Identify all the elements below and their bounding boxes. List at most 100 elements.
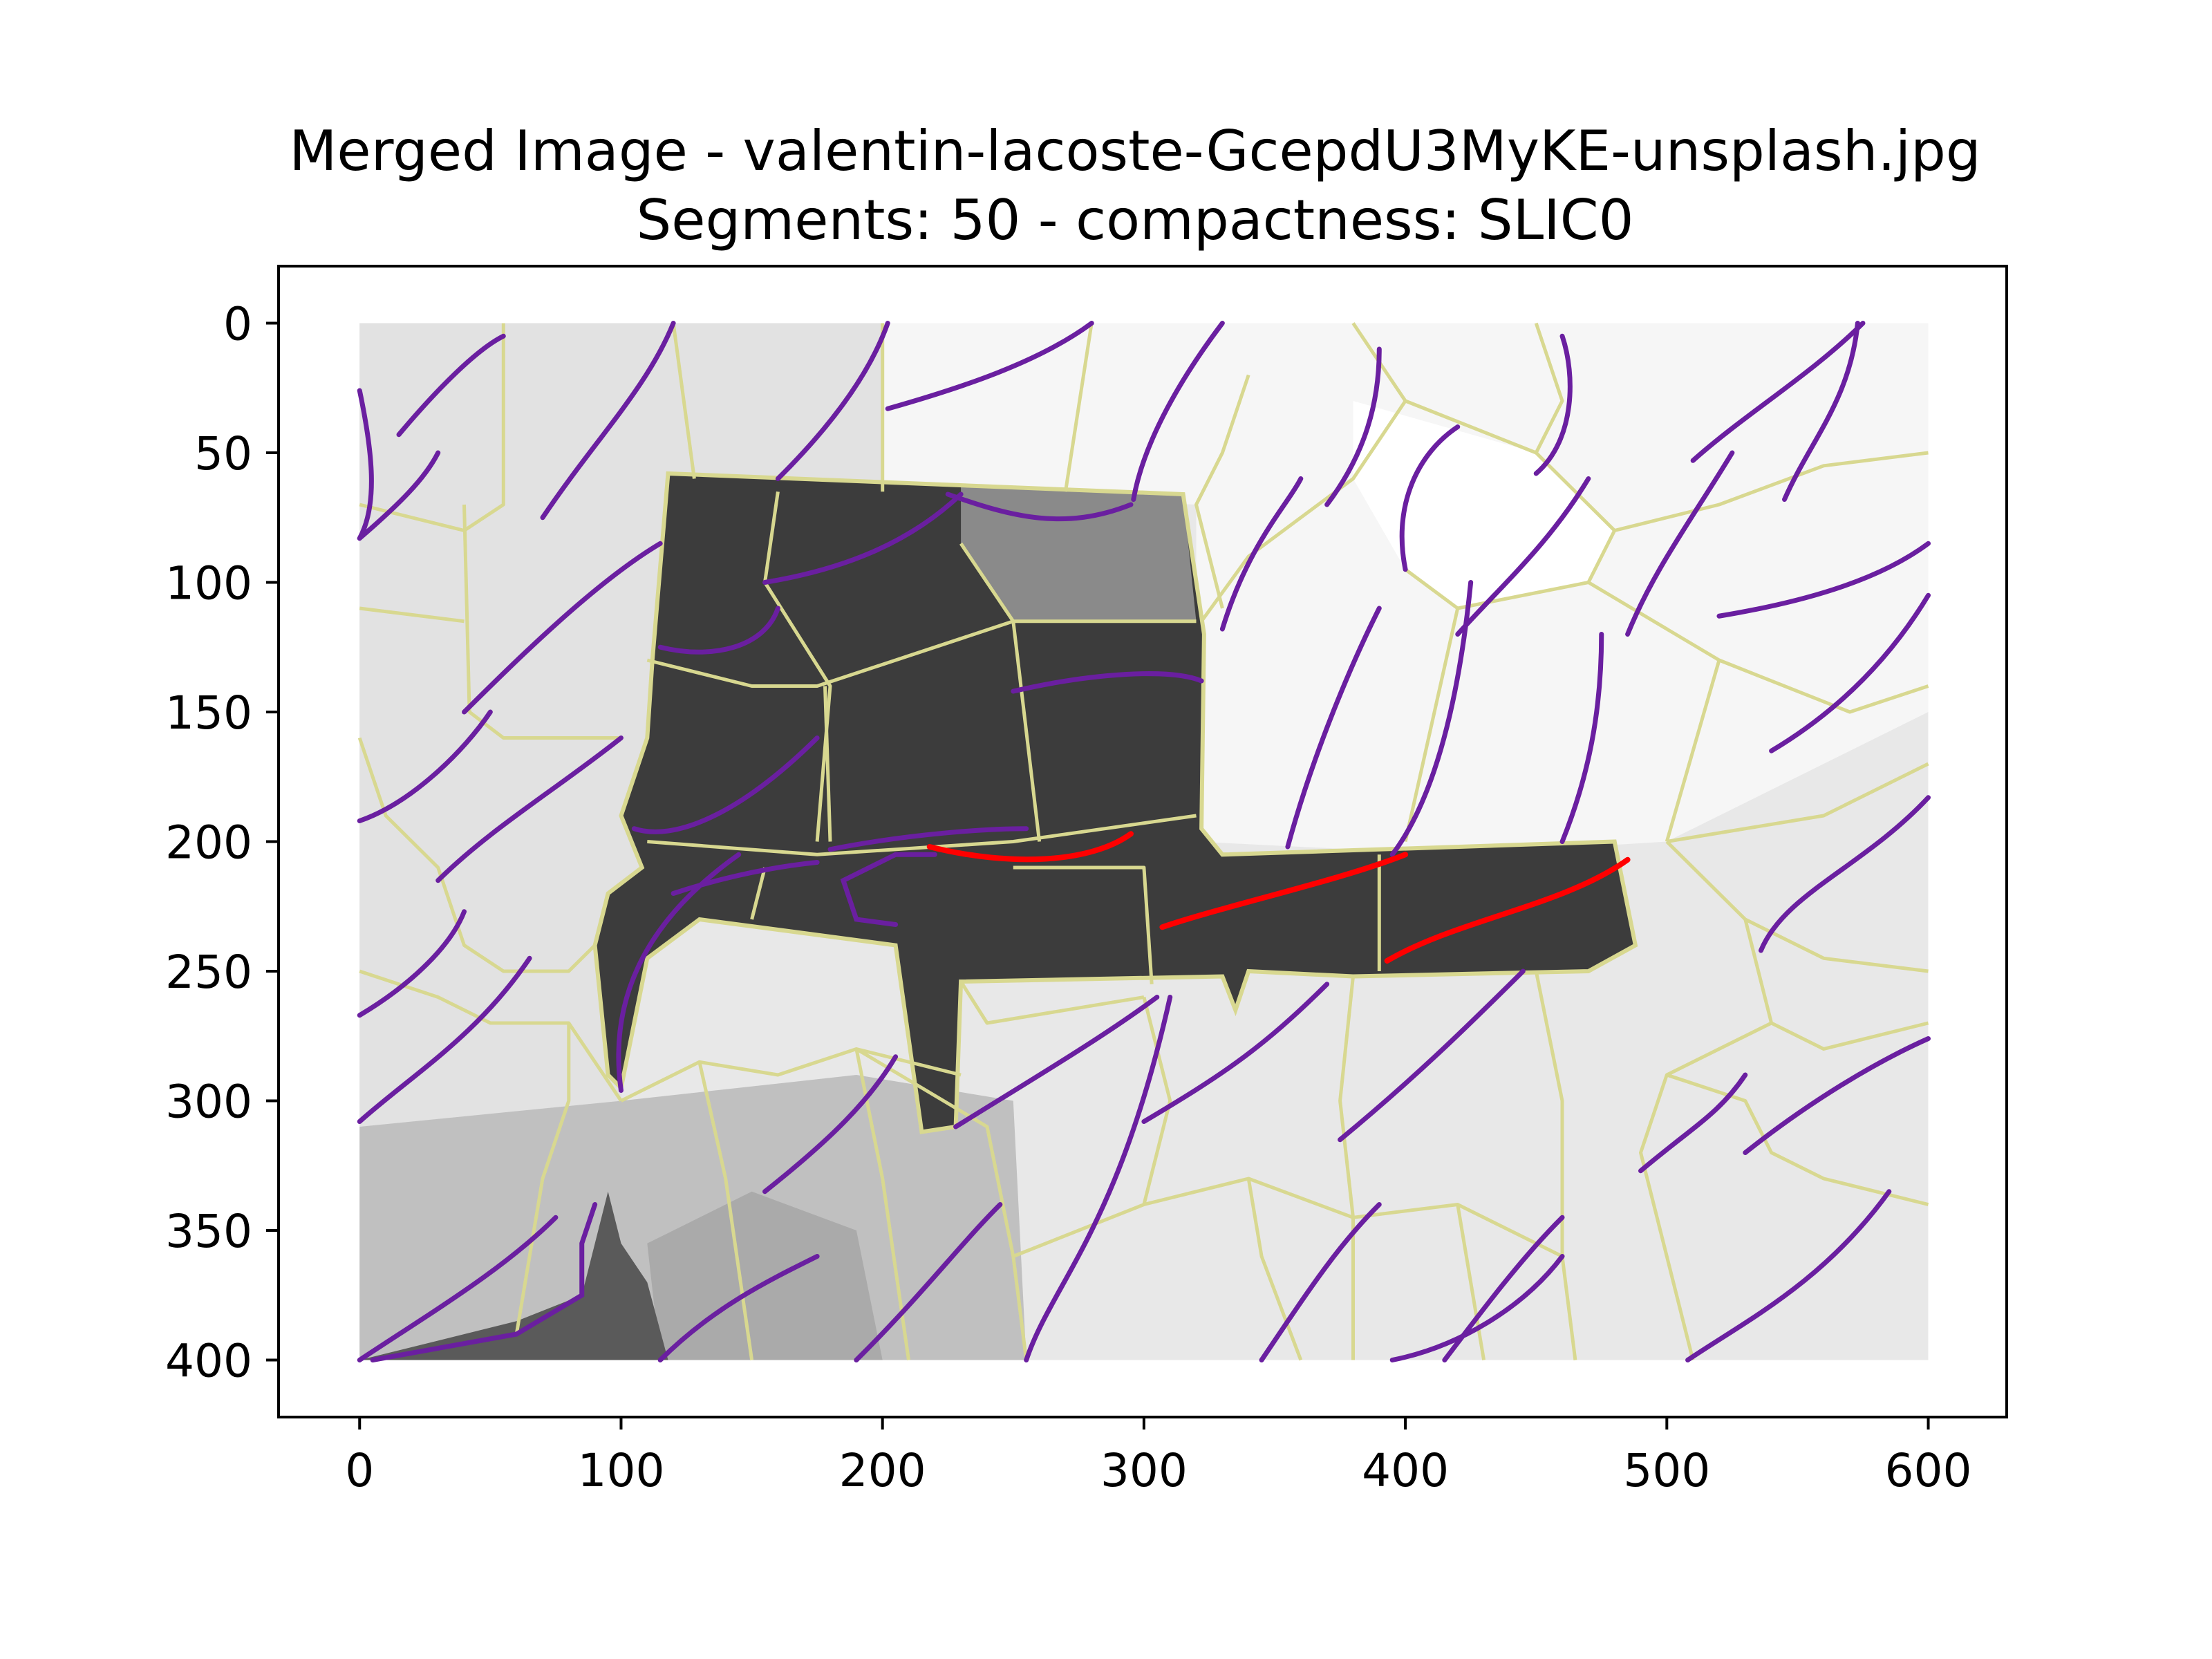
segment-boundary-32 <box>359 969 623 1102</box>
flow-curve-3 <box>775 321 890 481</box>
flow-curve-26 <box>827 826 1029 852</box>
flow-curve-9 <box>1533 333 1573 476</box>
flow-curve-30 <box>1389 580 1474 857</box>
image-region-7 <box>594 474 1635 1132</box>
highlight-curve-0 <box>926 831 1134 863</box>
highlight-curve-2 <box>1384 856 1631 964</box>
y-tick-label-0: 0 <box>223 298 252 351</box>
y-tick-label-200: 200 <box>165 816 252 870</box>
image-region-3 <box>1353 401 1615 608</box>
x-tick-label-300: 300 <box>1100 1444 1188 1497</box>
x-tick-label-400: 400 <box>1362 1444 1449 1497</box>
segment-boundary-11 <box>1587 581 1929 714</box>
flow-curve-49 <box>671 860 820 896</box>
flow-curve-29 <box>1285 606 1382 850</box>
segment-boundary-36 <box>1639 1021 1772 1361</box>
segment-boundary-24 <box>620 1047 962 1103</box>
y-tick-label-100: 100 <box>165 557 252 610</box>
flow-curve-15 <box>357 450 441 541</box>
image-region-6 <box>359 1191 668 1360</box>
image-region-8 <box>961 486 1197 621</box>
segment-boundary-2 <box>359 323 505 532</box>
segment-boundary-29 <box>1534 971 1577 1360</box>
flow-curve-5 <box>1131 321 1225 502</box>
segment-boundary-26 <box>1012 1177 1564 1258</box>
segment-boundary-40 <box>1456 1204 1486 1360</box>
flow-curve-31 <box>1455 476 1591 637</box>
x-tick-label-100: 100 <box>577 1444 664 1497</box>
flow-curve-23 <box>762 491 964 585</box>
flow-curve-22 <box>657 606 780 655</box>
flow-curve-0 <box>357 388 374 541</box>
x-axis-ticks: 0 100 200 300 400 500 600 <box>345 1417 1972 1497</box>
segment-boundary-0 <box>671 323 696 479</box>
segment-boundary-9 <box>1534 322 1564 454</box>
flow-curves <box>357 321 1931 1362</box>
flow-curve-7 <box>1324 346 1382 507</box>
segment-boundary-20 <box>750 867 767 920</box>
segment-boundary-23 <box>959 980 1145 1025</box>
segment-boundary-12 <box>1665 659 1721 843</box>
flow-curve-19 <box>357 909 467 1018</box>
image-region-2 <box>359 323 883 1127</box>
segment-boundary-21 <box>1013 865 1154 984</box>
flow-curve-13 <box>1716 541 1931 619</box>
y-tick-label-300: 300 <box>165 1076 252 1129</box>
segment-boundary-8 <box>1404 399 1617 610</box>
y-tick-label-350: 350 <box>165 1205 252 1258</box>
flow-curve-12 <box>1625 450 1735 637</box>
flow-curve-16 <box>462 541 663 715</box>
segment-boundary-28 <box>1338 976 1355 1360</box>
flow-curve-48 <box>1685 1189 1892 1362</box>
x-tick-label-600: 600 <box>1885 1444 1972 1497</box>
y-tick-label-400: 400 <box>165 1335 252 1388</box>
segment-boundary-31 <box>357 737 597 973</box>
flow-curve-47 <box>1743 1036 1931 1155</box>
segment-boundary-37 <box>1666 1073 1929 1206</box>
segment-boundary-17 <box>646 619 1197 688</box>
flow-curve-40 <box>953 995 1160 1130</box>
segment-boundary-5 <box>1063 323 1094 492</box>
segment-boundary-7 <box>1200 322 1407 623</box>
segment-boundary-14 <box>1403 608 1460 843</box>
segment-boundary-13 <box>1666 762 1929 843</box>
flow-curve-45 <box>1442 1215 1565 1362</box>
segment-boundary-34 <box>1665 840 1929 973</box>
x-tick-label-200: 200 <box>839 1444 926 1497</box>
flow-curve-44 <box>1389 1254 1565 1362</box>
flow-curve-11 <box>1782 321 1860 502</box>
flow-curve-21 <box>631 735 820 834</box>
segment-boundary-38 <box>697 1061 754 1360</box>
x-tick-label-0: 0 <box>345 1444 374 1497</box>
segment-boundary-25 <box>855 1047 1029 1360</box>
y-tick-label-250: 250 <box>165 946 252 999</box>
flow-curve-43 <box>1338 968 1526 1143</box>
flow-curve-2 <box>540 321 676 521</box>
segment-boundary-39 <box>854 1049 910 1360</box>
segment-boundary-10 <box>1614 451 1929 532</box>
flow-curve-42 <box>1141 982 1330 1124</box>
chart-title: Merged Image - valentin-lacoste-GcepdU3M… <box>289 119 1980 183</box>
flow-curve-41 <box>1259 1202 1382 1362</box>
flow-curve-24 <box>945 491 1134 522</box>
flow-curve-1 <box>396 333 506 438</box>
flow-curve-18 <box>435 735 624 883</box>
segment-boundary-18 <box>823 686 832 842</box>
highlight-curves <box>926 831 1631 964</box>
flow-curve-37 <box>762 1054 899 1194</box>
highlight-curve-1 <box>1159 852 1409 930</box>
flow-curve-34 <box>357 1215 559 1362</box>
flow-curve-46 <box>1638 1072 1748 1174</box>
chart-subtitle: Segments: 50 - compactness: SLIC0 <box>637 188 1634 252</box>
segment-boundary-6 <box>1194 374 1250 609</box>
flow-curve-36 <box>657 1254 820 1362</box>
segment-boundary-35 <box>1743 919 1929 1051</box>
segment-boundary-4 <box>359 606 465 624</box>
flow-curve-20 <box>357 955 532 1124</box>
flow-curve-17 <box>357 709 493 823</box>
flow-curve-10 <box>1690 321 1866 463</box>
flow-curve-14 <box>1769 592 1931 753</box>
segment-boundary-3 <box>462 504 621 740</box>
flow-curve-25 <box>1011 671 1204 694</box>
